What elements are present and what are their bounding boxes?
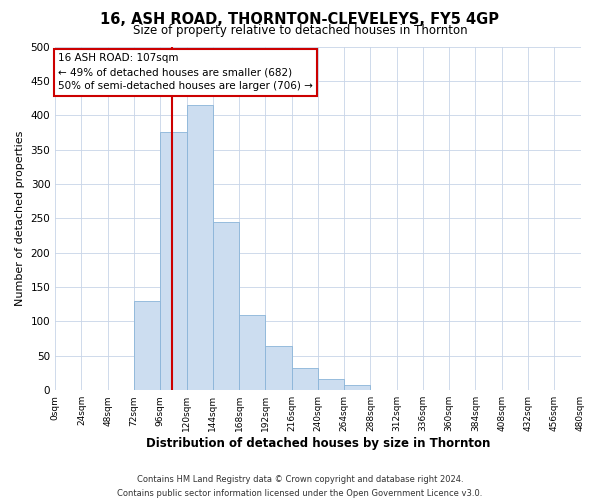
Bar bbox=[160, 132, 187, 390]
Bar bbox=[265, 346, 292, 390]
Bar bbox=[318, 378, 344, 390]
Text: Contains HM Land Registry data © Crown copyright and database right 2024.
Contai: Contains HM Land Registry data © Crown c… bbox=[118, 476, 482, 498]
Bar bbox=[239, 314, 265, 390]
X-axis label: Distribution of detached houses by size in Thornton: Distribution of detached houses by size … bbox=[146, 437, 490, 450]
Bar bbox=[134, 301, 160, 390]
Text: 16 ASH ROAD: 107sqm
← 49% of detached houses are smaller (682)
50% of semi-detac: 16 ASH ROAD: 107sqm ← 49% of detached ho… bbox=[58, 54, 313, 92]
Bar bbox=[344, 386, 370, 390]
Text: 16, ASH ROAD, THORNTON-CLEVELEYS, FY5 4GP: 16, ASH ROAD, THORNTON-CLEVELEYS, FY5 4G… bbox=[101, 12, 499, 28]
Bar bbox=[213, 222, 239, 390]
Text: Size of property relative to detached houses in Thornton: Size of property relative to detached ho… bbox=[133, 24, 467, 37]
Bar bbox=[187, 105, 213, 390]
Bar bbox=[292, 368, 318, 390]
Y-axis label: Number of detached properties: Number of detached properties bbox=[15, 130, 25, 306]
